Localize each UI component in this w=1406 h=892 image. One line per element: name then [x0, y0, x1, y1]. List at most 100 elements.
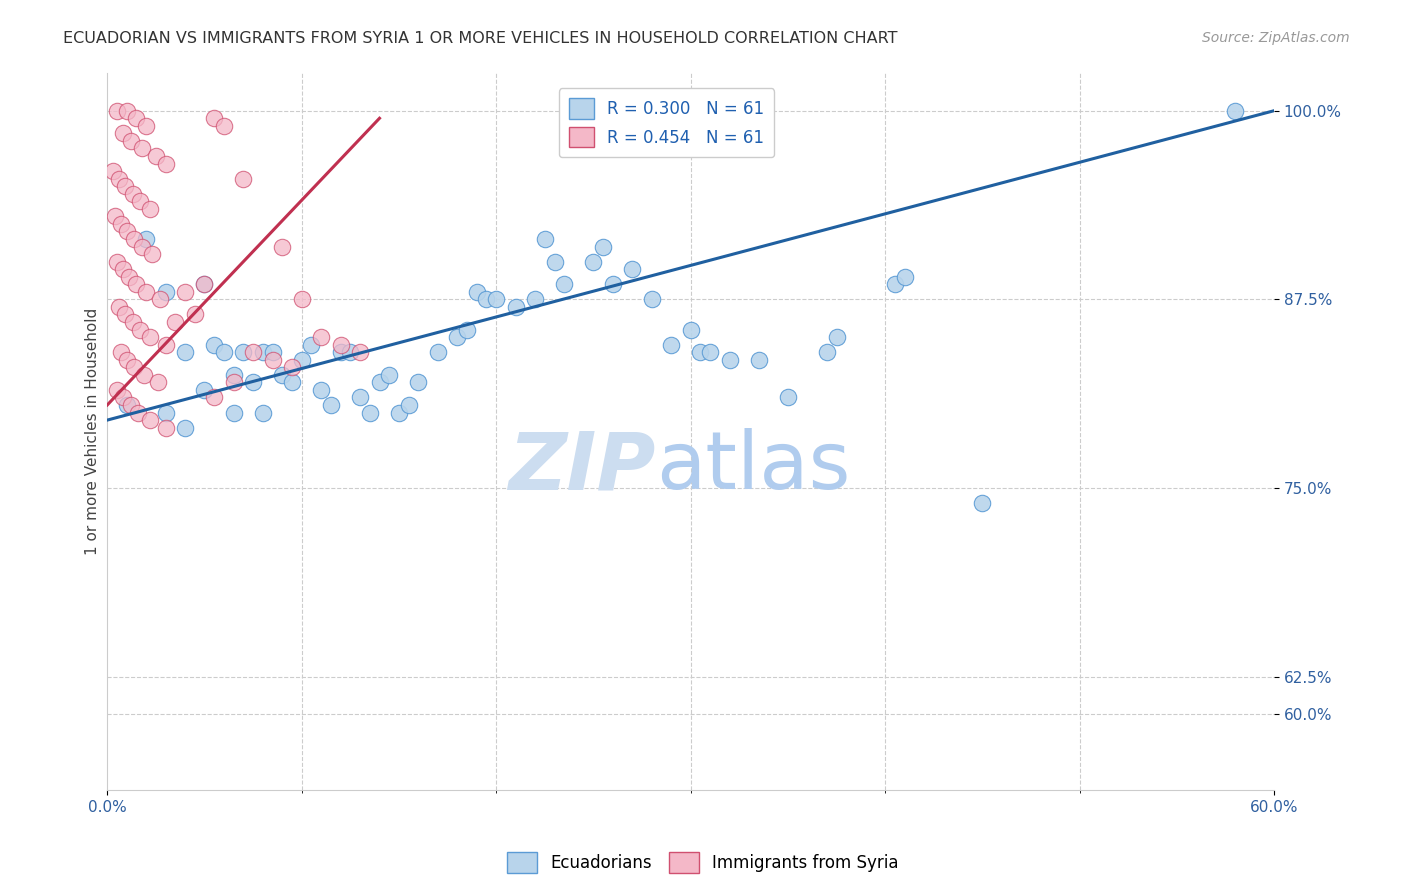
- Point: [689, 345, 711, 359]
- Point: [111, 391, 134, 405]
- Point: [110, 345, 132, 359]
- Point: [125, 112, 148, 126]
- Point: [408, 376, 430, 390]
- Point: [149, 293, 172, 307]
- Point: [309, 383, 332, 397]
- Point: [104, 210, 127, 224]
- Point: [115, 398, 138, 412]
- Point: [114, 179, 136, 194]
- Legend: Ecuadorians, Immigrants from Syria: Ecuadorians, Immigrants from Syria: [501, 846, 905, 880]
- Text: ECUADORIAN VS IMMIGRANTS FROM SYRIA 1 OR MORE VEHICLES IN HOUSEHOLD CORRELATION : ECUADORIAN VS IMMIGRANTS FROM SYRIA 1 OR…: [63, 31, 898, 46]
- Point: [222, 368, 245, 382]
- Point: [309, 330, 332, 344]
- Point: [339, 345, 361, 359]
- Point: [252, 405, 274, 419]
- Point: [262, 352, 284, 367]
- Point: [108, 171, 131, 186]
- Point: [202, 391, 225, 405]
- Point: [193, 383, 215, 397]
- Point: [281, 376, 304, 390]
- Point: [139, 202, 162, 216]
- Point: [139, 330, 162, 344]
- Point: [329, 337, 352, 351]
- Point: [543, 254, 565, 268]
- Point: [111, 126, 134, 140]
- Text: Source: ZipAtlas.com: Source: ZipAtlas.com: [1202, 31, 1350, 45]
- Point: [114, 308, 136, 322]
- Point: [115, 103, 138, 118]
- Point: [131, 239, 153, 253]
- Point: [121, 186, 143, 201]
- Point: [155, 156, 177, 170]
- Point: [232, 345, 254, 359]
- Point: [155, 337, 177, 351]
- Point: [110, 217, 132, 231]
- Point: [776, 391, 799, 405]
- Text: ZIP: ZIP: [509, 428, 655, 507]
- Point: [748, 352, 770, 367]
- Point: [165, 315, 187, 329]
- Point: [553, 277, 575, 292]
- Point: [252, 345, 274, 359]
- Point: [139, 413, 162, 427]
- Point: [134, 368, 156, 382]
- Point: [127, 405, 149, 419]
- Point: [115, 224, 138, 238]
- Point: [621, 262, 644, 277]
- Point: [129, 322, 152, 336]
- Point: [105, 103, 128, 118]
- Point: [319, 398, 342, 412]
- Text: atlas: atlas: [655, 428, 851, 507]
- Point: [120, 134, 142, 148]
- Point: [117, 269, 139, 284]
- Point: [329, 345, 352, 359]
- Point: [111, 262, 134, 277]
- Point: [349, 345, 371, 359]
- Point: [193, 277, 215, 292]
- Point: [120, 398, 142, 412]
- Point: [222, 376, 245, 390]
- Point: [659, 337, 682, 351]
- Point: [202, 112, 225, 126]
- Point: [131, 141, 153, 155]
- Point: [349, 391, 371, 405]
- Point: [446, 330, 468, 344]
- Point: [193, 277, 215, 292]
- Point: [135, 285, 157, 299]
- Point: [281, 360, 304, 375]
- Point: [388, 405, 411, 419]
- Point: [124, 360, 146, 375]
- Point: [105, 254, 128, 268]
- Point: [524, 293, 547, 307]
- Point: [533, 232, 555, 246]
- Point: [135, 232, 157, 246]
- Point: [883, 277, 905, 292]
- Y-axis label: 1 or more Vehicles in Household: 1 or more Vehicles in Household: [86, 308, 100, 555]
- Point: [1225, 103, 1247, 118]
- Point: [291, 352, 314, 367]
- Point: [641, 293, 664, 307]
- Point: [271, 368, 294, 382]
- Point: [699, 345, 721, 359]
- Point: [815, 345, 838, 359]
- Point: [505, 300, 527, 314]
- Point: [202, 337, 225, 351]
- Point: [174, 420, 197, 434]
- Point: [242, 345, 264, 359]
- Point: [146, 376, 169, 390]
- Point: [101, 164, 124, 178]
- Point: [174, 345, 197, 359]
- Point: [718, 352, 741, 367]
- Point: [212, 119, 235, 133]
- Point: [972, 496, 994, 510]
- Point: [232, 171, 254, 186]
- Point: [105, 383, 128, 397]
- Point: [426, 345, 449, 359]
- Point: [108, 300, 131, 314]
- Point: [129, 194, 152, 209]
- Point: [141, 247, 163, 261]
- Point: [475, 293, 498, 307]
- Point: [262, 345, 284, 359]
- Point: [271, 239, 294, 253]
- Point: [124, 232, 146, 246]
